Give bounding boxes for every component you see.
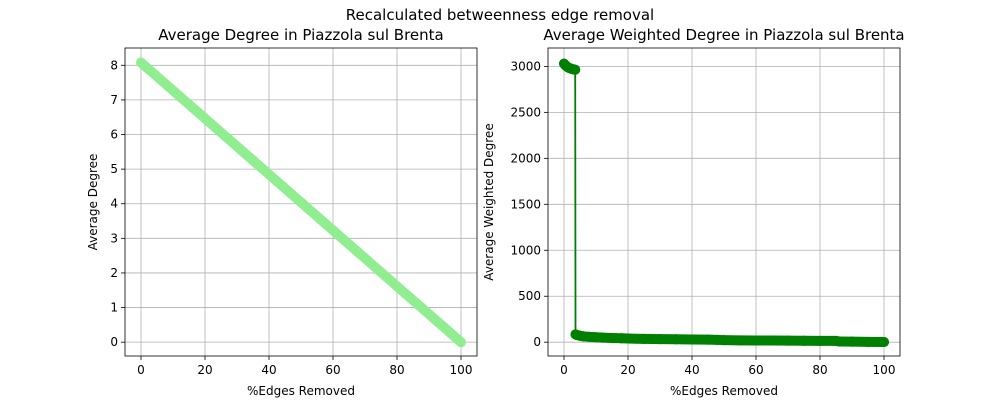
data-marks [136, 57, 466, 348]
y-tick-label: 1500 [510, 197, 541, 211]
average-degree-chart: Average Degree in Piazzola sul Brenta 0 2… [86, 26, 478, 398]
x-tick-label: 0 [137, 363, 145, 377]
y-tick-label: 500 [518, 289, 541, 303]
x-tick-label: 60 [325, 363, 340, 377]
data-marks [559, 58, 889, 348]
x-tick-label: 80 [812, 363, 827, 377]
x-tick-label: 100 [873, 363, 896, 377]
y-axis-label: Average Degree [86, 154, 100, 251]
data-point [456, 337, 466, 348]
y-axis-label: Average Weighted Degree [482, 123, 496, 280]
x-tick-label: 100 [450, 363, 473, 377]
plot-frame [547, 47, 901, 357]
y-tick-label: 0 [110, 335, 118, 349]
series-line [563, 63, 885, 343]
y-tick-label: 8 [110, 58, 118, 72]
x-tick-label: 0 [560, 363, 568, 377]
x-tick-label: 60 [748, 363, 763, 377]
chart-title: Average Weighted Degree in Piazzola sul … [543, 26, 904, 44]
figure-suptitle: Recalculated betweenness edge removal [346, 6, 654, 24]
y-tick-label: 1000 [510, 243, 541, 257]
y-tick-label: 5 [110, 162, 118, 176]
y-tick-label: 0 [533, 335, 541, 349]
x-tick-label: 20 [620, 363, 635, 377]
y-tick-label: 2 [110, 266, 118, 280]
x-tick-label: 40 [684, 363, 699, 377]
y-tick-label: 6 [110, 128, 118, 142]
x-axis-label: %Edges Removed [247, 384, 355, 398]
y-tick-label: 2500 [510, 105, 541, 119]
tick-layer: 0 20 40 60 80 100 0 1 2 3 4 5 6 7 8 [110, 58, 472, 377]
average-weighted-degree-chart: Average Weighted Degree in Piazzola sul … [482, 26, 905, 398]
plot-frame [124, 47, 478, 357]
y-tick-label: 1 [110, 301, 118, 315]
x-axis-label: %Edges Removed [670, 384, 778, 398]
x-tick-label: 40 [261, 363, 276, 377]
x-tick-label: 20 [197, 363, 212, 377]
grid [548, 48, 900, 356]
grid [125, 48, 477, 356]
y-tick-label: 2000 [510, 151, 541, 165]
y-tick-label: 3000 [510, 59, 541, 73]
chart-title: Average Degree in Piazzola sul Brenta [158, 26, 444, 44]
y-tick-label: 4 [110, 197, 118, 211]
x-tick-label: 80 [389, 363, 404, 377]
y-tick-label: 7 [110, 93, 118, 107]
y-tick-label: 3 [110, 231, 118, 245]
